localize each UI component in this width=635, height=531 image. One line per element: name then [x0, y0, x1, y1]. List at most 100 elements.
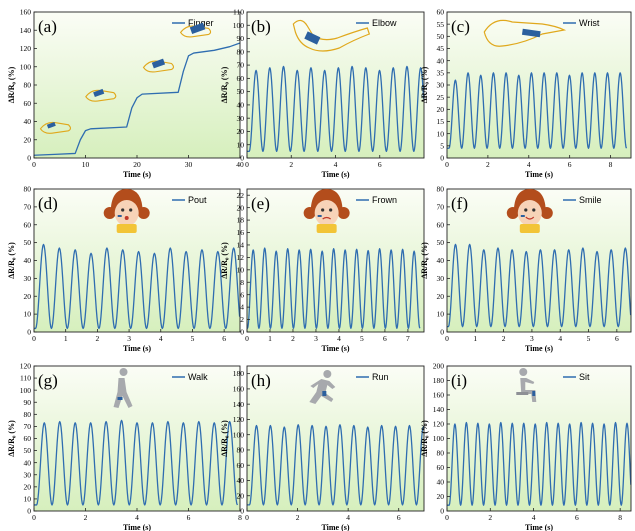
y-tick-label: 25 — [437, 93, 445, 102]
panel-letter: (f) — [451, 194, 468, 213]
wrist-hand-icon — [483, 19, 567, 47]
sensor-band — [151, 58, 166, 69]
y-tick-label: 30 — [437, 274, 445, 283]
x-tick-label: 6 — [187, 513, 191, 522]
panel-letter: (i) — [451, 371, 467, 390]
sensor-band — [521, 28, 541, 38]
plot-background — [34, 12, 240, 158]
y-axis-title: ΔR/R₀ (%) — [420, 66, 429, 103]
y-tick-label: 80 — [24, 185, 32, 194]
x-tick-label: 6 — [378, 160, 382, 169]
y-tick-label: 200 — [433, 362, 445, 371]
panel-letter: (d) — [38, 194, 58, 213]
panel-f: 0 10 20 30 40 50 60 70 80 0 1 2 3 4 5 6 Time (s) ΔR/R₀ (%… — [420, 185, 632, 353]
x-tick-label: 20 — [133, 160, 141, 169]
x-tick-label: 4 — [337, 334, 341, 343]
y-tick-label: 10 — [24, 495, 32, 504]
y-tick-label: 22 — [237, 191, 245, 200]
series-line-sit — [447, 421, 632, 506]
y-tick-label: 60 — [24, 99, 32, 108]
arm-outline — [292, 19, 371, 52]
y-tick-label: 120 — [20, 362, 32, 371]
x-axis-title: Time (s) — [525, 170, 553, 179]
shirt — [519, 224, 540, 233]
x-tick-label: 0 — [445, 513, 449, 522]
y-tick-label: 50 — [24, 238, 32, 247]
person-sitting-icon — [516, 368, 537, 402]
x-tick-label: 30 — [185, 160, 193, 169]
eye-left — [121, 208, 125, 212]
y-tick-label: 160 — [20, 8, 32, 17]
legend-label: Pout — [188, 195, 207, 205]
x-tick-label: 2 — [291, 334, 295, 343]
y-tick-label: 55 — [437, 20, 445, 29]
y-tick-label: 20 — [237, 127, 245, 136]
y-tick-label: 40 — [437, 56, 445, 65]
y-tick-label: 0 — [440, 328, 444, 337]
y-tick-label: 180 — [233, 369, 245, 378]
y-tick-label: 90 — [24, 398, 32, 407]
face — [314, 200, 339, 226]
y-tick-label: 100 — [20, 386, 32, 395]
y-tick-label: 60 — [437, 463, 445, 472]
x-tick-label: 0 — [245, 160, 249, 169]
eye-right — [329, 208, 333, 212]
x-tick-label: 0 — [445, 160, 449, 169]
y-tick-label: 10 — [437, 310, 445, 319]
sensor-patch — [520, 215, 525, 217]
y-tick-label: 80 — [237, 47, 245, 56]
sensor-patch — [317, 215, 322, 217]
sensor-band — [93, 88, 105, 98]
y-tick-label: 40 — [24, 256, 32, 265]
y-tick-label: 50 — [437, 238, 445, 247]
y-tick-label: 140 — [433, 405, 445, 414]
person-walking-icon — [113, 368, 133, 408]
y-tick-label: 40 — [437, 256, 445, 265]
y-tick-label: 140 — [233, 400, 245, 409]
y-tick-label: 140 — [20, 26, 32, 35]
x-tick-label: 3 — [127, 334, 131, 343]
panel-letter: (b) — [251, 17, 271, 36]
x-tick-label: 10 — [82, 160, 90, 169]
y-tick-label: 20 — [437, 492, 445, 501]
head — [519, 368, 528, 376]
girl-pout-face-icon — [103, 189, 150, 233]
series-line-walk — [34, 419, 239, 506]
y-tick-label: 4 — [240, 303, 244, 312]
girl-frown-face-icon — [303, 189, 350, 233]
eye-right — [129, 208, 133, 212]
y-tick-label: 0 — [240, 154, 244, 163]
y-tick-label: 120 — [233, 415, 245, 424]
y-tick-label: 8 — [240, 278, 244, 287]
elbow-arm-icon — [292, 19, 371, 52]
y-tick-label: 40 — [24, 458, 32, 467]
x-tick-label: 1 — [268, 334, 272, 343]
shirt — [116, 224, 137, 233]
y-tick-label: 40 — [24, 117, 32, 126]
y-axis-title: ΔR/R₀ (%) — [7, 66, 16, 103]
person-running-icon — [309, 370, 336, 404]
x-tick-label: 5 — [587, 334, 591, 343]
y-tick-label: 20 — [237, 491, 245, 500]
y-tick-label: 80 — [24, 410, 32, 419]
y-tick-label: 30 — [24, 470, 32, 479]
sensor-band — [189, 22, 206, 34]
x-tick-label: 8 — [618, 513, 622, 522]
plot-background — [247, 12, 424, 158]
panel-letter: (e) — [251, 194, 270, 213]
y-tick-label: 20 — [237, 203, 245, 212]
y-tick-label: 30 — [24, 274, 32, 283]
y-tick-label: 2 — [240, 315, 244, 324]
y-tick-label: 120 — [433, 420, 445, 429]
legend-label: Sit — [579, 372, 590, 382]
x-tick-label: 0 — [32, 160, 36, 169]
plot-frame — [246, 365, 425, 512]
x-tick-label: 0 — [445, 334, 449, 343]
y-tick-label: 80 — [24, 81, 32, 90]
y-tick-label: 180 — [433, 376, 445, 385]
y-tick-label: 40 — [237, 101, 245, 110]
y-tick-label: 45 — [437, 44, 445, 53]
panel-c: 0 5 10 15 20 25 30 35 40 45 50 55 60 0 2 4 6 8 Time (s) ΔR/… — [420, 8, 632, 179]
